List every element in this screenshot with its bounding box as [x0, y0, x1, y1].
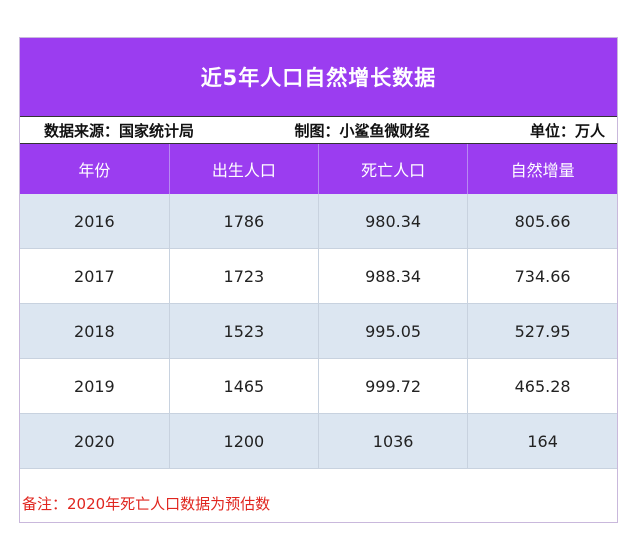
col-header-year: 年份: [20, 144, 170, 194]
unit-label: 单位：万人: [529, 121, 605, 140]
meta-row: 数据来源：国家统计局 制图：小鲨鱼微财经 单位：万人: [20, 116, 617, 144]
cell-natural-increase: 805.66: [467, 194, 617, 249]
data-source: 数据来源：国家统计局: [44, 121, 195, 140]
chart-maker: 制图：小鲨鱼微财经: [294, 121, 430, 140]
cell-year: 2017: [20, 248, 170, 304]
cell-births: 1200: [169, 413, 320, 469]
cell-deaths: 999.72: [318, 358, 469, 414]
cell-natural-increase: 527.95: [467, 303, 617, 359]
cell-year: 2020: [20, 413, 170, 469]
table-row: 2019 1465 999.72 465.28: [20, 358, 617, 414]
table-header-row: 年份 出生人口 死亡人口 自然增量: [20, 144, 617, 194]
table-row: 2016 1786 980.34 805.66: [20, 194, 617, 249]
page-title: 近5年人口自然增长数据: [20, 38, 617, 116]
col-header-deaths: 死亡人口: [318, 144, 469, 194]
cell-deaths: 995.05: [318, 303, 469, 359]
cell-births: 1523: [169, 303, 320, 359]
table-row: 2017 1723 988.34 734.66: [20, 248, 617, 304]
cell-births: 1786: [169, 194, 320, 249]
col-header-births: 出生人口: [169, 144, 320, 194]
col-header-natural-increase: 自然增量: [467, 144, 617, 194]
table-row: 2018 1523 995.05 527.95: [20, 303, 617, 359]
cell-year: 2018: [20, 303, 170, 359]
cell-deaths: 980.34: [318, 194, 469, 249]
cell-year: 2019: [20, 358, 170, 414]
cell-natural-increase: 465.28: [467, 358, 617, 414]
cell-deaths: 988.34: [318, 248, 469, 304]
table-row: 2020 1200 1036 164: [20, 413, 617, 469]
cell-year: 2016: [20, 194, 170, 249]
cell-births: 1723: [169, 248, 320, 304]
footnote: 备注：2020年死亡人口数据为预估数: [22, 495, 271, 513]
data-sheet: 近5年人口自然增长数据 数据来源：国家统计局 制图：小鲨鱼微财经 单位：万人 年…: [19, 37, 618, 523]
population-table: 年份 出生人口 死亡人口 自然增量 2016 1786 980.34 805.6…: [20, 144, 617, 469]
cell-deaths: 1036: [318, 413, 469, 469]
cell-natural-increase: 164: [467, 413, 617, 469]
cell-births: 1465: [169, 358, 320, 414]
cell-natural-increase: 734.66: [467, 248, 617, 304]
